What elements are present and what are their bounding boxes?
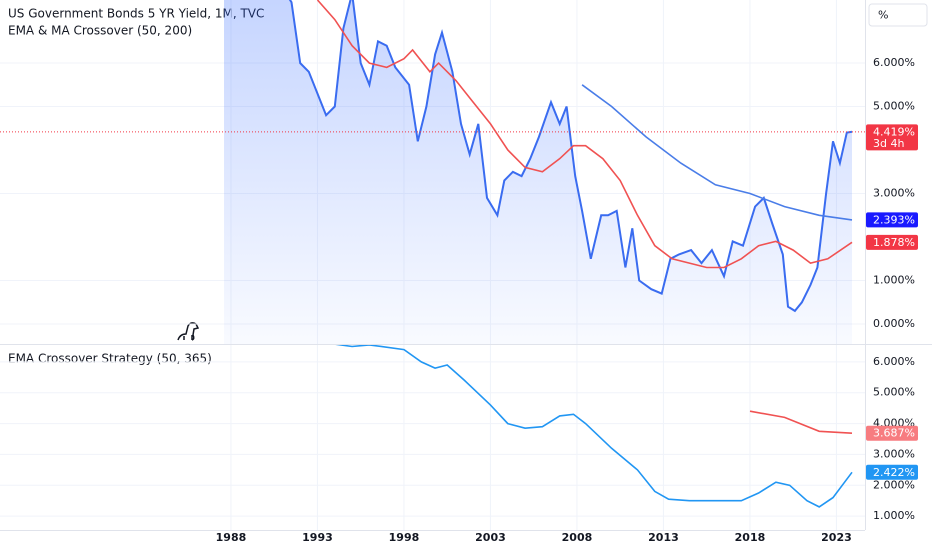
y-tick-label: 5.000% [873,386,915,399]
price-label-box [866,234,918,250]
x-tick-label: 1998 [389,531,420,544]
x-tick-label: 2003 [475,531,506,544]
scale-button-label[interactable]: % [878,9,888,22]
y-tick-label: 3.000% [873,187,915,200]
y-tick-label: 2.000% [873,478,915,491]
indicator-title: EMA Crossover Strategy (50, 365) [8,352,212,366]
scale-button[interactable] [868,3,928,27]
plot-pane [0,345,865,530]
area [224,0,853,344]
y-tick-label: 6.000% [873,56,915,69]
price-label-box [866,464,918,480]
price-label: 2.393% [873,213,915,226]
x-tick-label: 1988 [216,531,247,544]
y-tick-label: 3.000% [873,447,915,460]
x-tick-label: 1993 [302,531,333,544]
x-tick-label: 2008 [562,531,593,544]
series-line [288,0,853,313]
x-tick-label: 2013 [648,531,679,544]
series-line [581,84,853,221]
price-label: 1.878% [873,236,915,249]
series-line [335,345,853,508]
y-tick-label: 1.000% [873,509,915,522]
y-tick-label: 1.000% [873,274,915,287]
plot-pane [0,0,865,344]
countdown-label: 3d 4h [873,137,904,150]
series-line [749,410,853,434]
logo [177,322,200,341]
price-label: 2.422% [873,466,915,479]
price-label: 4.419% [873,125,915,138]
chart-title: US Government Bonds 5 YR Yield, 1M, TVC [8,7,264,21]
price-label-box [866,124,918,151]
indicator-title: EMA & MA Crossover (50, 200) [8,24,192,38]
y-tick-label: 6.000% [873,355,915,368]
price-label: 3.687% [873,427,915,440]
x-tick-label: 2023 [821,531,852,544]
series-line [316,0,853,269]
y-tick-label: 0.000% [873,317,915,330]
x-tick-label: 2018 [735,531,766,544]
y-tick-label: 5.000% [873,100,915,113]
price-label-box [866,212,918,228]
price-label-box [866,425,918,441]
